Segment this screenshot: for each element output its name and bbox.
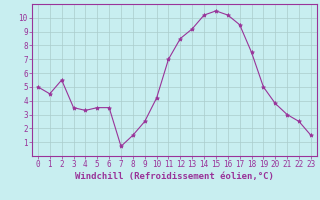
X-axis label: Windchill (Refroidissement éolien,°C): Windchill (Refroidissement éolien,°C) bbox=[75, 172, 274, 181]
